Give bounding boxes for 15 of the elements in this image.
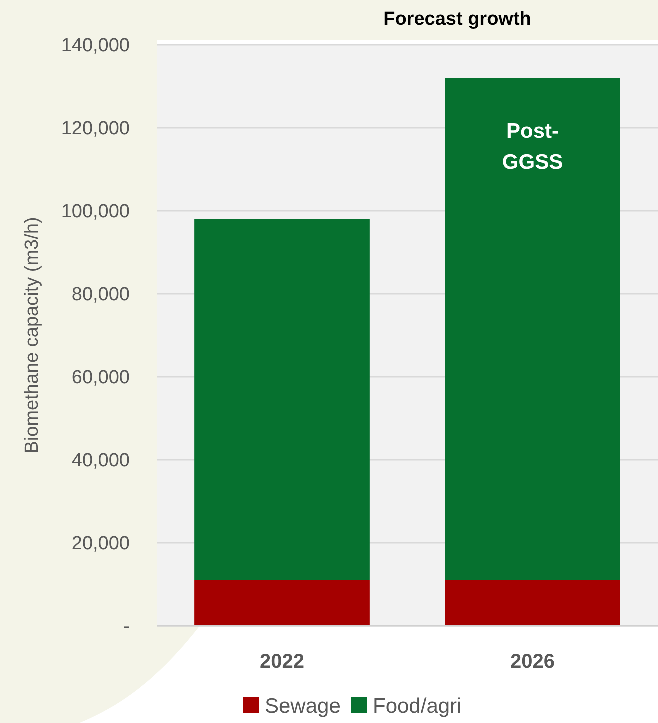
y-axis-title: Biomethane capacity (m3/h) [22,217,43,454]
legend-label: Sewage [265,695,341,718]
chart-title: Forecast growth [384,9,532,30]
annotation: Post- GGSS [502,120,564,174]
y-tick-label: 120,000 [61,118,130,140]
legend-label: Food/agri [373,695,462,718]
x-tick-label: 2022 [260,651,304,673]
x-tick-label: 2026 [510,651,555,673]
y-tick-label: 20,000 [72,534,130,555]
y-tick-label: 140,000 [61,36,130,57]
y-tick-label: 80,000 [72,284,130,306]
y-tick-label: 40,000 [72,450,130,472]
y-tick-label: 100,000 [61,202,130,223]
y-tick-label: - [124,616,130,638]
y-tick-label: 60,000 [72,368,130,389]
